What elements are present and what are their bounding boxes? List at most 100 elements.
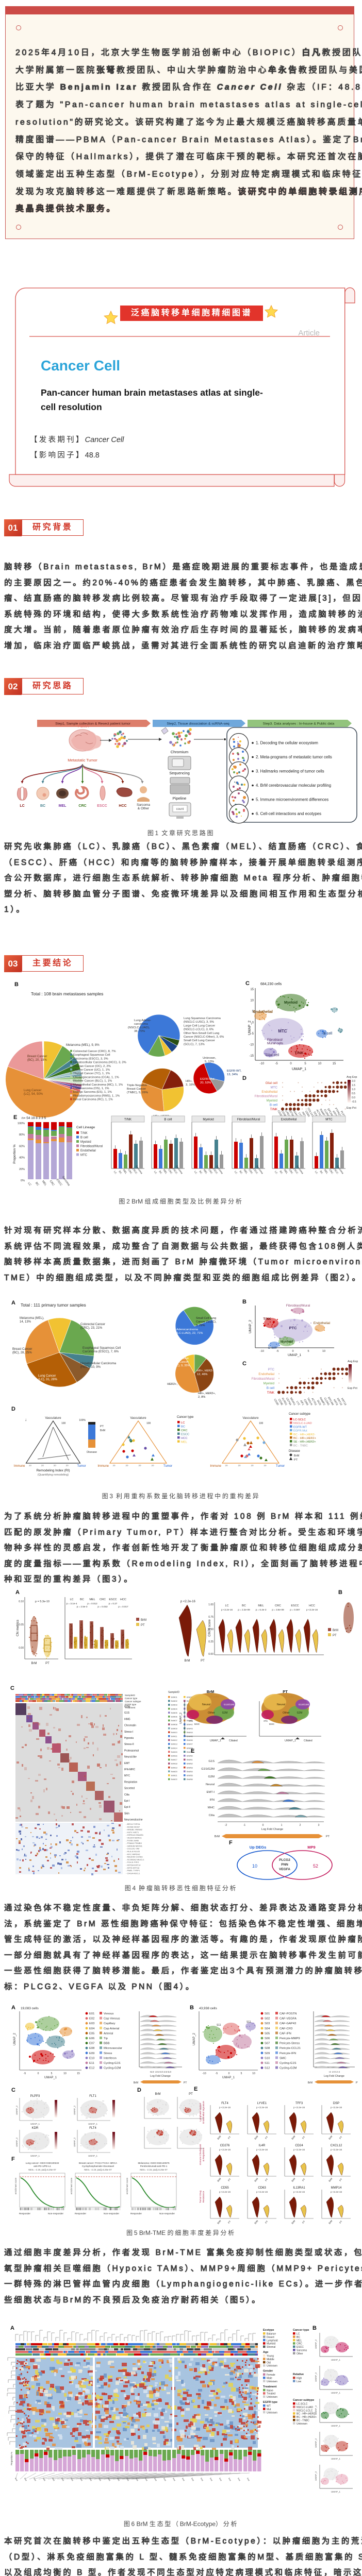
svg-text:Step1, Sample collection & Res: Step1, Sample collection & Resect patien… [55, 722, 131, 726]
svg-text:MEL: MEL [283, 1169, 289, 1175]
svg-text:LC: LC [153, 1171, 158, 1175]
svg-text:-5: -5 [216, 2072, 218, 2075]
svg-text:0.00: 0.00 [19, 1647, 24, 1650]
svg-text:43,938 cells: 43,938 cells [199, 2007, 217, 2010]
svg-text:CD68: CD68 [303, 1399, 309, 1406]
svg-text:CRC: CRC [297, 2343, 302, 2346]
svg-text:Tumor Drug: Tumor Drug [199, 2190, 202, 2203]
svg-text:Pembrolizumab:anti-PD-1: Pembrolizumab:anti-PD-1 [140, 2165, 168, 2167]
svg-text:Immune: Immune [97, 1465, 109, 1468]
svg-text:UMAP_2: UMAP_2 [13, 2032, 17, 2045]
svg-text:B: B [190, 2005, 194, 2011]
svg-text:UMAP_2: UMAP_2 [249, 1320, 252, 1333]
svg-text:p = 2.3e-09: p = 2.3e-09 [238, 1608, 250, 1611]
svg-text:Unknown: Unknown [297, 2422, 307, 2426]
svg-text:5. Immune microenvironment dif: 5. Immune microenvironment differences [256, 798, 328, 802]
svg-text:MHC: MHC [194, 1723, 200, 1725]
svg-text:enrichment score: enrichment score [126, 2177, 128, 2194]
svg-text:UMAP_1: UMAP_1 [30, 2155, 40, 2157]
svg-text:- MYC IMPDH2: - MYC IMPDH2 [126, 1853, 140, 1855]
svg-text:60%: 60% [19, 1145, 25, 1148]
svg-text:BrM: BrM [291, 2135, 295, 2140]
svg-text:S02: S02 [265, 2018, 270, 2021]
svg-text:Interferon: Interferon [104, 2057, 117, 2060]
svg-text:NES= -2.19, padj=5.25e-07: NES= -2.19, padj=5.25e-07 [140, 2168, 168, 2171]
svg-text:LC: LC [193, 1171, 198, 1175]
svg-text:Disease: Disease [87, 1451, 97, 1454]
svg-text:MYC: MYC [124, 1774, 130, 1777]
svg-text:100: 100 [259, 1422, 264, 1425]
svg-text:MEL: MEL [258, 1604, 264, 1607]
svg-text:NSCLC-LUAD: NSCLC-LUAD [293, 1422, 312, 1425]
svg-text:BrM: BrM [31, 1662, 37, 1665]
svg-text:LC-SCLC: LC-SCLC [293, 1418, 306, 1421]
svg-text:BrM14: BrM14 [171, 1747, 178, 1749]
svg-text:1.5: 1.5 [352, 1084, 355, 1087]
svg-text:S12: S12 [265, 2067, 270, 2070]
svg-text:UMAP_2: UMAP_2 [179, 1713, 183, 1724]
svg-text:LC-SCLC: LC-SCLC [297, 2403, 308, 2406]
svg-text:BrM: BrM [328, 2219, 333, 2225]
svg-text:-5.0 -2.5 0.0 2.5 5.0: -5.0 -2.5 0.0 2.5 5.0 [150, 2071, 171, 2074]
svg-text:S01: S01 [265, 2012, 270, 2015]
svg-text:Breast Cancer: Breast Cancer [127, 1088, 146, 1091]
svg-text:BrM41: BrM41 [187, 1719, 193, 1722]
svg-text:Pericyte-Stress: Pericyte-Stress [279, 2042, 300, 2045]
svg-text:Age: Age [263, 2351, 268, 2354]
svg-text:Cycling-G2M: Cycling-G2M [279, 2067, 297, 2070]
svg-text:3. Hallmarks remodeling of tum: 3. Hallmarks remodeling of tumor cells [256, 769, 324, 774]
svg-text:UMAP_2: UMAP_2 [15, 2138, 18, 2147]
svg-text:E07: E07 [89, 2042, 94, 2045]
svg-text:LC: LC [70, 1598, 73, 1601]
svg-text:A: A [10, 2325, 14, 2331]
svg-text:(NSCLC-LCLC), 3, 6%: (NSCLC-LCLC), 3, 6% [184, 1028, 213, 1031]
svg-text:E10: E10 [89, 2057, 94, 2060]
svg-text:& Other: & Other [138, 807, 150, 810]
svg-text:Stromal: Stromal [267, 2346, 275, 2349]
svg-text:Gender: Gender [263, 2370, 273, 2373]
svg-text:0.5: 0.5 [352, 1092, 355, 1095]
svg-text:0.05: 0.05 [19, 1623, 24, 1626]
svg-text:MEL: MEL [203, 1169, 208, 1175]
svg-text:Other: Other [297, 2352, 303, 2355]
svg-text:Cancer (SCLC),: Cancer (SCLC), [196, 1320, 217, 1324]
svg-text:BrM: BrM [33, 2478, 37, 2482]
svg-text:Uterine Cancer (UC), 1, 1%: Uterine Cancer (UC), 1, 1% [73, 1069, 110, 1072]
svg-text:10: 10 [63, 2072, 67, 2075]
svg-text:Tip: Tip [104, 2037, 108, 2040]
svg-text:Secreted: Secreted [124, 1787, 135, 1790]
svg-text:-0.5: -0.5 [352, 1100, 356, 1104]
svg-text:Responder: Responder [75, 2212, 87, 2215]
svg-text:BrM: BrM [217, 2135, 221, 2140]
svg-text:UMAP_2: UMAP_2 [193, 2032, 196, 2045]
svg-text:CRC: CRC [288, 1168, 293, 1175]
svg-text:BrM: BrM [254, 2177, 258, 2182]
svg-text:10: 10 [252, 2072, 255, 2075]
svg-text:MEL: MEL [297, 2339, 302, 2342]
svg-text:UMAP_2: UMAP_2 [73, 2106, 76, 2115]
svg-text:Glial cell: Glial cell [266, 1081, 277, 1085]
svg-text:Cancer type: Cancer type [177, 1416, 194, 1419]
svg-text:Endothelial: Endothelial [253, 1010, 273, 1014]
svg-text:BrM: BrM [254, 2135, 258, 2140]
svg-text:BC - HR+,HER2+: BC - HR+,HER2+ [293, 1437, 316, 1440]
svg-text:LC: LC [27, 1182, 31, 1187]
svg-text:Tumor: Tumor [77, 1465, 86, 1468]
svg-text:PLCG2: PLCG2 [279, 1858, 290, 1862]
svg-text:20, 53%: 20, 53% [200, 1081, 211, 1084]
svg-text:BrM04: BrM04 [171, 1707, 178, 1710]
svg-text:Cancer subtype: Cancer subtype [289, 1413, 311, 1416]
svg-text:BrM02: BrM02 [171, 1700, 178, 1702]
svg-text:0.10: 0.10 [19, 1600, 24, 1603]
svg-text:MEL: MEL [181, 1441, 188, 1444]
svg-text:Rhabdomyosarcoma (RMS), 1, 1%: Rhabdomyosarcoma (RMS), 1, 1% [73, 1094, 120, 1097]
svg-text:E: E [191, 1748, 194, 1754]
svg-text:ESCC: ESCC [109, 1598, 117, 1601]
svg-text:- NDUFA4 COX6C: - NDUFA4 COX6C [126, 1856, 143, 1858]
svg-text:UMAP_2: UMAP_2 [15, 2106, 18, 2115]
svg-text:13, 34%: 13, 34% [227, 1073, 238, 1076]
svg-text:FLT4: FLT4 [221, 2102, 228, 2105]
svg-text:Desert: Desert [267, 2336, 274, 2339]
svg-text:1.0: 1.0 [352, 1088, 355, 1091]
svg-text:E04: E04 [89, 2027, 95, 2030]
